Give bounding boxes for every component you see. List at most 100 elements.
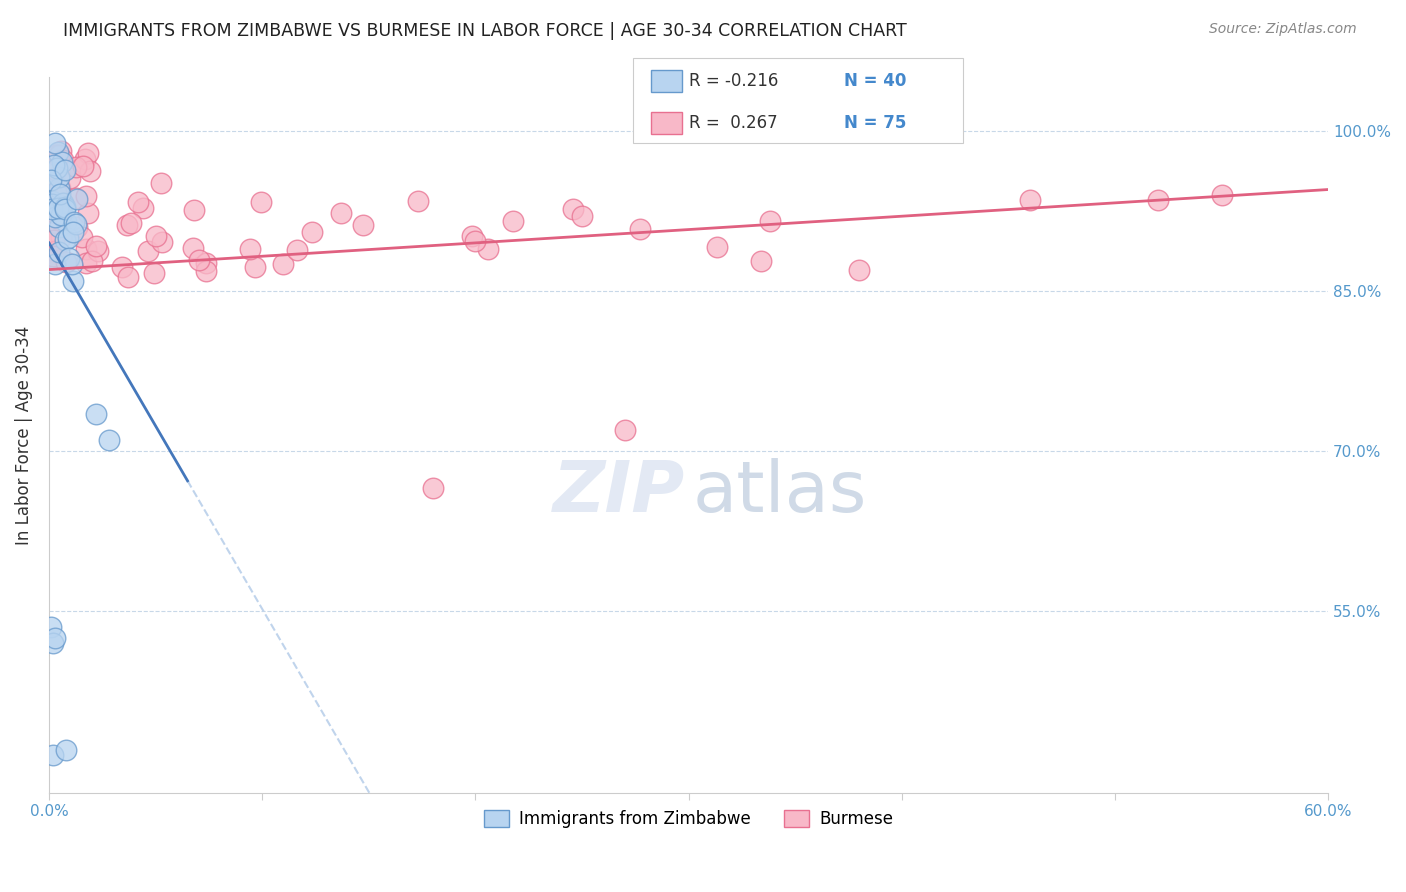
Point [183,202,205,217]
Text: R =  0.267: R = 0.267 [689,114,778,132]
Point [408,194,430,208]
Point [250,194,273,209]
Point [45,246,67,260]
Point [52,153,75,168]
Point [120,216,142,230]
Point [243,260,266,274]
Point [46,201,69,215]
Point [561,202,583,216]
Point [239,242,262,256]
Point [84,407,107,421]
Point [66,220,89,235]
Point [329,206,352,220]
Point [613,423,636,437]
Point [49,187,72,202]
Point [52,209,75,223]
Point [117,218,139,232]
Point [53,233,76,247]
Point [44,205,66,219]
Point [145,228,167,243]
Point [51,208,73,222]
Point [48,148,70,162]
Point [271,257,294,271]
Point [149,176,172,190]
Point [42,636,65,650]
Point [53,200,76,214]
Point [285,243,308,257]
Point [65,160,87,174]
Point [502,214,524,228]
Point [464,234,486,248]
Point [1146,193,1168,207]
Point [150,235,173,249]
Point [86,239,108,253]
Point [86,244,108,258]
Point [82,253,104,268]
Point [41,231,63,245]
Point [195,255,218,269]
Point [117,270,139,285]
Point [44,244,66,258]
Point [55,743,77,757]
Point [62,274,84,288]
Point [46,145,69,160]
Point [44,247,66,261]
Point [127,194,149,209]
Point [45,162,67,177]
Point [41,172,63,186]
Point [66,192,89,206]
Point [62,225,84,239]
Point [60,257,83,271]
Point [63,215,86,229]
Point [301,225,323,239]
Point [45,161,67,176]
Point [352,218,374,232]
Point [41,202,63,216]
Point [44,233,66,247]
Point [460,228,482,243]
Point [181,241,204,255]
Point [132,202,155,216]
Point [97,434,120,448]
Point [44,136,66,151]
Point [48,220,70,235]
Point [39,620,62,634]
Point [51,230,73,244]
Text: R = -0.216: R = -0.216 [689,72,779,90]
Point [58,251,80,265]
Point [77,146,100,161]
Point [44,185,66,199]
Point [77,206,100,220]
Point [55,254,77,268]
Point [79,164,101,178]
Point [628,222,651,236]
Point [73,152,96,166]
Point [1018,193,1040,207]
Point [706,240,728,254]
Point [759,213,782,227]
Point [65,191,87,205]
Text: IMMIGRANTS FROM ZIMBABWE VS BURMESE IN LABOR FORCE | AGE 30-34 CORRELATION CHART: IMMIGRANTS FROM ZIMBABWE VS BURMESE IN L… [63,22,907,40]
Point [41,194,63,208]
Point [42,249,65,263]
Point [51,144,73,158]
Point [41,251,63,265]
Text: Source: ZipAtlas.com: Source: ZipAtlas.com [1209,22,1357,37]
Point [45,148,67,162]
Point [44,631,66,645]
Y-axis label: In Labor Force | Age 30-34: In Labor Force | Age 30-34 [15,326,32,545]
Point [75,256,97,270]
Point [136,244,159,259]
Point [111,260,134,275]
Point [48,169,70,184]
Point [52,196,75,211]
Point [53,202,76,216]
Point [571,209,593,223]
Point [44,210,66,224]
Point [42,748,65,763]
Point [56,231,79,245]
Text: ZIP: ZIP [553,458,685,527]
Point [477,242,499,256]
Point [749,253,772,268]
Point [44,257,66,271]
